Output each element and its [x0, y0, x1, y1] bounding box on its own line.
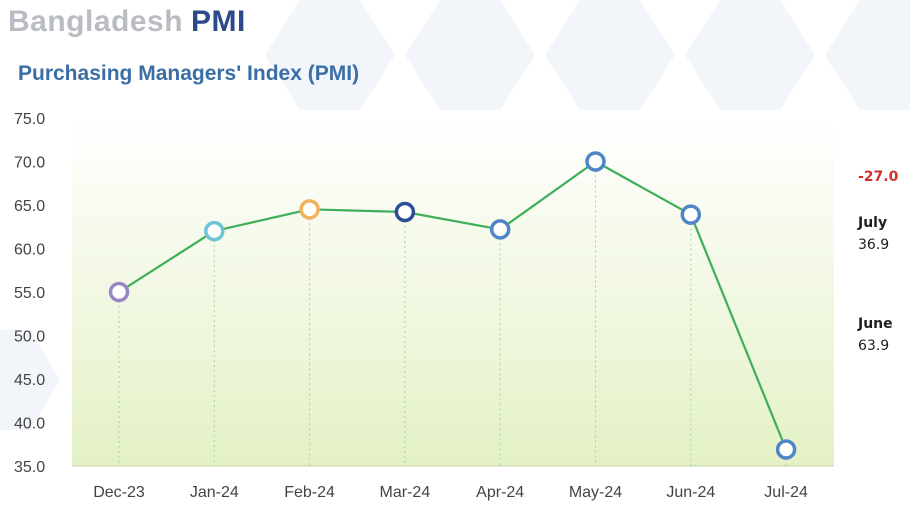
- brand-product: PMI: [191, 5, 246, 38]
- y-tick-label: 40.0: [14, 416, 45, 433]
- data-point-marker: [204, 220, 225, 242]
- x-tick-label: Mar-24: [380, 484, 431, 501]
- series-markers: [108, 151, 797, 460]
- july-value: 36.9: [858, 237, 890, 253]
- data-point-marker: [489, 219, 511, 240]
- grid-lines: [72, 170, 834, 467]
- y-tick-label: 55.0: [14, 285, 45, 302]
- x-tick-label: Jan-24: [190, 484, 239, 501]
- june-value: 63.9: [858, 338, 890, 354]
- chart-title: Purchasing Managers' Index (PMI): [18, 62, 360, 85]
- y-tick-label: 70.0: [14, 155, 45, 172]
- y-tick-label: 65.0: [14, 198, 45, 215]
- x-axis-ticks: Dec-23 Jan-24 Feb-24 Mar-24 Apr-24 May-24 Jun-…: [93, 484, 808, 501]
- july-annotation: July 36.9: [858, 212, 889, 256]
- x-tick-label: Apr-24: [476, 484, 524, 501]
- plot-area: [72, 118, 834, 466]
- series-line-path: [118, 160, 788, 450]
- data-point-marker: [108, 281, 130, 303]
- data-point-marker: [585, 151, 606, 172]
- june-label: June: [858, 316, 893, 332]
- y-tick-label: 60.0: [14, 242, 45, 259]
- data-point-marker: [680, 204, 702, 225]
- x-tick-label: Feb-24: [284, 484, 335, 501]
- y-tick-label: 35.0: [14, 459, 45, 476]
- x-tick-label: Dec-23: [93, 484, 145, 501]
- change-annotation: -27.0: [858, 169, 899, 185]
- y-axis-ticks: 35.0 40.0 45.0 50.0 55.0 60.0 65.0 70.0 75.0: [14, 111, 45, 476]
- x-tick-label: May-24: [569, 484, 622, 501]
- data-point-marker: [394, 201, 416, 223]
- y-tick-label: 75.0: [14, 111, 45, 128]
- x-tick-label: Jun-24: [666, 484, 715, 501]
- y-tick-label: 50.0: [14, 329, 45, 346]
- x-tick-label: Jul-24: [764, 484, 808, 501]
- brand-title: Bangladesh PMI: [8, 2, 246, 42]
- brand-country: Bangladesh: [8, 5, 184, 38]
- data-point-marker: [299, 199, 320, 220]
- series-line: [118, 160, 788, 450]
- data-point-marker: [775, 439, 797, 460]
- june-annotation: June 63.9: [858, 313, 893, 357]
- july-label: July: [858, 215, 888, 231]
- y-tick-label: 45.0: [14, 372, 45, 389]
